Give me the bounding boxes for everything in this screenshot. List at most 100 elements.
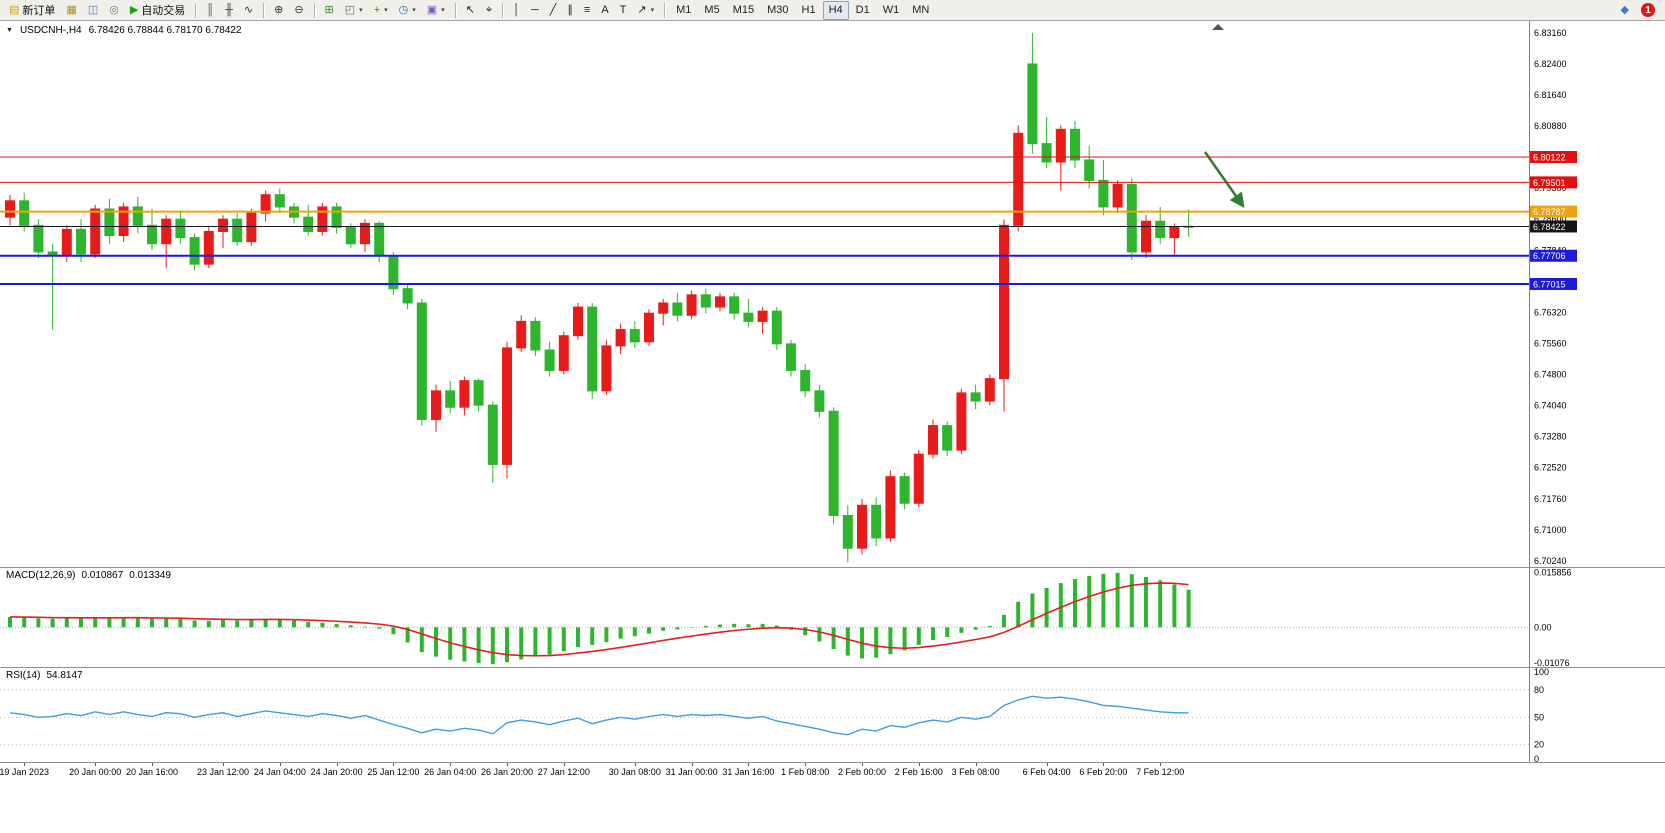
chart-window-icon[interactable]: ▦ xyxy=(61,1,81,20)
new-order-button[interactable]: ▤ 新订单 xyxy=(4,1,60,20)
chart-ohlc-values: 6.78426 6.78844 6.78170 6.78422 xyxy=(88,25,242,36)
indicators-icon: + xyxy=(373,3,381,16)
vertical-line-icon-icon: │ xyxy=(513,3,520,16)
timeframe-m30-button[interactable]: M30 xyxy=(767,4,789,16)
market-watch-icon[interactable]: ◎ xyxy=(104,1,124,20)
time-tick xyxy=(279,763,281,766)
chart-symbol-period: USDCNH-,H4 xyxy=(19,25,82,36)
time-tick xyxy=(748,763,750,766)
time-tick xyxy=(152,763,153,766)
autotrade-button[interactable]: ▶ 自动交易 xyxy=(125,1,190,20)
tile-windows-icon[interactable]: ⊞ xyxy=(320,1,339,20)
svg-text:6.78422: 6.78422 xyxy=(1533,222,1566,232)
time-tick xyxy=(24,763,26,766)
svg-text:6.70240: 6.70240 xyxy=(1534,556,1567,566)
community-icon[interactable]: ◆ xyxy=(1616,1,1634,20)
time-tick xyxy=(1160,763,1162,766)
profile-icon[interactable]: ◫ xyxy=(83,1,103,20)
vertical-line-icon[interactable]: │ xyxy=(508,1,525,20)
trendline-icon-icon: ╱ xyxy=(549,3,557,16)
time-tick xyxy=(223,763,224,766)
timeframe-h4-button[interactable]: H4 xyxy=(822,0,849,20)
chart-window-icon-icon: ▦ xyxy=(66,3,77,16)
line-chart-icon-icon: ∿ xyxy=(243,3,254,16)
timeframe-m15-button[interactable]: M15 xyxy=(732,4,755,16)
time-tick xyxy=(975,763,977,766)
macd-name: MACD(12,26,9) xyxy=(6,570,76,581)
zoom-in-icon-icon: ⊕ xyxy=(274,3,284,16)
timeframe-h1-button[interactable]: H1 xyxy=(801,4,816,16)
periods-dropdown[interactable]: ◷ ▾ xyxy=(394,1,421,20)
time-label: 7 Feb 12:00 xyxy=(1136,767,1185,777)
periods-icon: ◷ xyxy=(398,3,409,16)
rsi-value: 54.8147 xyxy=(46,670,83,681)
candlestick-chart-icon-icon: ╫ xyxy=(225,3,233,16)
time-tick xyxy=(805,763,807,766)
bar-chart-icon[interactable]: ║ xyxy=(201,1,219,20)
shapes-dropdown[interactable]: ↗ ▾ xyxy=(632,1,659,20)
time-label: 19 Jan 2023 xyxy=(0,767,49,777)
time-tick xyxy=(1046,763,1048,766)
macd-label: MACD(12,26,9) 0.010867 0.013349 xyxy=(6,570,171,581)
macd-canvas[interactable]: 0.015856 0.00 -0.01076 xyxy=(0,568,1665,668)
svg-text:6.71760: 6.71760 xyxy=(1534,494,1567,504)
zoom-out-icon[interactable]: ⊖ xyxy=(289,1,308,20)
dropdown-arrow-icon: ▾ xyxy=(359,7,363,14)
svg-text:80: 80 xyxy=(1534,685,1544,695)
time-label: 20 Jan 16:00 xyxy=(125,767,179,777)
svg-text:6.80880: 6.80880 xyxy=(1534,121,1567,131)
community-icon-icon: ◆ xyxy=(1620,3,1629,16)
svg-text:6.81640: 6.81640 xyxy=(1534,90,1567,100)
crosshair-icon-icon: ⌖ xyxy=(485,3,493,16)
candlestick-chart-icon[interactable]: ╫ xyxy=(220,1,238,20)
svg-text:6.75560: 6.75560 xyxy=(1534,338,1567,348)
new-chart-dropdown[interactable]: ◰ ▾ xyxy=(340,1,368,20)
toolbar: ▤ 新订单 ▦ ◫ ◎ ▶ 自动交易 ║ ╫ ∿ ⊕ ⊖ ⊞ ◰ ▾ + ▾ ◷ ▾ ▣ ▾ ↖ ⌖ │ ─ ╱ ∥ ≡ A T ↗ ▾ M1 M… xyxy=(0,0,1665,21)
cursor-icon[interactable]: ↖ xyxy=(461,1,480,20)
svg-text:6.76320: 6.76320 xyxy=(1534,307,1567,317)
svg-text:6.77015: 6.77015 xyxy=(1533,279,1566,289)
trendline-icon[interactable]: ╱ xyxy=(545,1,562,20)
time-tick xyxy=(691,763,693,766)
time-label: 24 Jan 04:00 xyxy=(253,767,306,777)
zoom-out-icon-icon: ⊖ xyxy=(294,3,304,16)
timeframe-w1-button[interactable]: W1 xyxy=(882,4,900,16)
timeframe-m5-button[interactable]: M5 xyxy=(704,4,720,16)
price-chart-canvas[interactable]: 6.831606.824006.816406.808806.801206.793… xyxy=(0,21,1665,567)
dropdown-arrow-icon: ▾ xyxy=(441,7,445,14)
notification-badge[interactable]: 1 xyxy=(1641,3,1655,17)
equidistant-channel-icon[interactable]: ∥ xyxy=(562,1,578,20)
horizontal-line-icon[interactable]: ─ xyxy=(526,1,544,20)
time-axis[interactable]: 19 Jan 2023 20 Jan 00:00 20 Jan 16:00 23 Ja… xyxy=(0,762,1665,782)
templates-dropdown[interactable]: ▣ ▾ xyxy=(422,1,450,20)
chart-window: ▼ USDCNH-,H4 6.78426 6.78844 6.78170 6.7… xyxy=(0,21,1665,567)
crosshair-icon[interactable]: ⌖ xyxy=(481,1,497,20)
time-tick xyxy=(95,763,97,766)
rsi-canvas[interactable]: 100 80 50 20 0 xyxy=(0,668,1665,763)
svg-text:6.72520: 6.72520 xyxy=(1534,463,1567,473)
timeframe-d1-button[interactable]: D1 xyxy=(855,4,870,16)
new-order-button-label: 新订单 xyxy=(22,5,56,17)
zoom-in-icon[interactable]: ⊕ xyxy=(269,1,288,20)
tile-windows-icon-icon: ⊞ xyxy=(324,3,334,16)
text-label-icon[interactable]: T xyxy=(615,1,632,20)
rsi-label: RSI(14) 54.8147 xyxy=(6,670,83,681)
indicators-dropdown[interactable]: + ▾ xyxy=(369,1,393,20)
timeframe-m1-button[interactable]: M1 xyxy=(676,4,692,16)
time-tick xyxy=(1103,763,1105,766)
fibonacci-icon[interactable]: ≡ xyxy=(579,1,595,20)
time-label: 23 Jan 12:00 xyxy=(196,767,250,777)
svg-text:6.83160: 6.83160 xyxy=(1534,28,1567,38)
timeframe-mn-button[interactable]: MN xyxy=(912,4,930,16)
line-chart-icon[interactable]: ∿ xyxy=(239,1,258,20)
text-icon[interactable]: A xyxy=(596,1,613,20)
quick-trade-collapse-icon[interactable]: ▼ xyxy=(6,27,13,34)
toolbar-separator xyxy=(502,2,504,18)
autotrade-button-label: 自动交易 xyxy=(141,5,186,17)
time-tick xyxy=(507,763,508,766)
svg-text:6.71000: 6.71000 xyxy=(1534,525,1567,535)
toolbar-separator xyxy=(454,2,456,18)
time-label: 27 Jan 12:00 xyxy=(537,767,590,777)
shapes-icon: ↗ xyxy=(637,3,647,16)
rsi-name: RSI(14) xyxy=(6,670,41,681)
